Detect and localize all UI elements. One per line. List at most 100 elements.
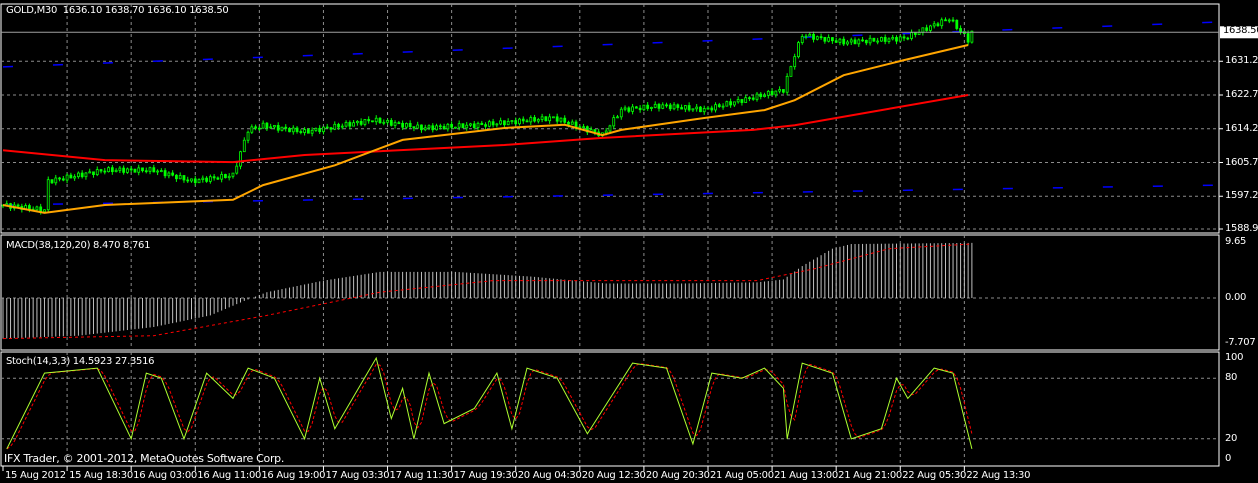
x-tick-label: 17 Aug 19:30 [453, 470, 518, 481]
symbol-label: GOLD,M30 [6, 5, 58, 16]
candle-body [706, 107, 710, 110]
candle-body [288, 127, 291, 133]
candle-body [276, 125, 280, 131]
candle-body [197, 179, 201, 184]
candle-body [306, 129, 310, 134]
candle-body [193, 178, 197, 184]
candle-body [269, 126, 273, 129]
candle-body [16, 204, 20, 207]
candle-body [495, 123, 499, 126]
candle-body [910, 32, 913, 39]
candle-body [322, 126, 325, 133]
stoch-signal-line [6, 363, 973, 450]
candle-body [423, 127, 427, 131]
candle-body [35, 206, 39, 211]
candle-body [506, 120, 510, 126]
x-tick-label: 15 Aug 18:30 [69, 470, 133, 481]
x-tick-label: 21 Aug 21:00 [838, 470, 902, 481]
candle-body [800, 36, 804, 44]
candle-body [242, 139, 246, 153]
candle-body [717, 104, 721, 108]
candle-body [453, 126, 457, 129]
current-price-label: 1638.50 [1223, 25, 1258, 37]
candle-body [404, 123, 408, 128]
candle-body [80, 172, 84, 178]
panel-frame-1 [0, 234, 1220, 351]
candle-body [831, 37, 834, 42]
candle-body [393, 122, 397, 126]
candle-body [201, 177, 205, 180]
candle-body [687, 105, 691, 111]
stoch-main-line [6, 356, 973, 450]
candle-body [487, 121, 491, 127]
candle-body [823, 36, 827, 42]
candle-body [732, 101, 736, 106]
candle-body [484, 124, 487, 127]
candle-body [461, 123, 465, 129]
candle-body [842, 38, 846, 45]
panel-frame-2 [0, 351, 1220, 467]
x-tick-label: 21 Aug 13:00 [774, 470, 838, 481]
macd-title: MACD(38,120,20) 8.470 8.761 [6, 240, 151, 251]
candle-body [110, 167, 114, 173]
candle-body [129, 168, 133, 171]
candle-body [472, 123, 476, 128]
x-tick-label: 22 Aug 13:30 [966, 470, 1031, 481]
candle-body [246, 131, 250, 141]
price-axis-label: 1614.20 [1225, 122, 1258, 134]
candle-body [77, 172, 80, 178]
candle-body [582, 126, 585, 129]
x-tick-label: 16 Aug 11:00 [197, 470, 262, 481]
x-tick-label: 20 Aug 12:30 [581, 470, 646, 481]
candle-body [103, 170, 107, 173]
candle-body [208, 176, 212, 182]
candle-body [853, 39, 857, 45]
candle-body [661, 104, 665, 109]
candle-body [92, 171, 95, 175]
candle-body [714, 104, 717, 111]
candle-body [838, 38, 842, 43]
candle-body [408, 123, 412, 128]
candle-body [849, 39, 853, 43]
candle-body [699, 106, 702, 113]
ma-fast-line [2, 44, 969, 214]
candle-body [510, 120, 514, 122]
candle-body [902, 36, 906, 39]
candle-body [751, 97, 755, 100]
candle-body [593, 129, 597, 133]
candle-body [503, 120, 506, 126]
candle-body [227, 175, 231, 179]
candle-body [804, 35, 808, 38]
price-axis-label: 1588.95 [1225, 223, 1258, 234]
candle-body [58, 177, 61, 180]
candle-body [133, 168, 137, 173]
candle-body [921, 27, 925, 33]
candle-body [280, 126, 284, 131]
current-price-box [1220, 26, 1258, 39]
candle-body [789, 66, 793, 77]
candle-body [691, 108, 695, 111]
candle-body [913, 32, 917, 35]
candle-body [680, 107, 683, 110]
candle-body [861, 39, 864, 42]
candle-body [646, 104, 650, 109]
candle-body [352, 122, 356, 127]
price-axis-label: 1597.20 [1225, 190, 1258, 202]
candle-body [827, 37, 831, 42]
candle-body [770, 90, 774, 96]
candle-body [397, 122, 401, 125]
x-tick-label: 21 Aug 05:00 [709, 470, 774, 481]
candle-body [785, 75, 789, 93]
candle-body [774, 90, 778, 96]
candle-body [521, 118, 525, 122]
candle-body [702, 108, 706, 113]
candle-body [650, 106, 653, 109]
candle-body [748, 97, 751, 100]
stoch-axis-label: 100 [1225, 352, 1244, 363]
candle-body [442, 126, 446, 130]
candle-body [627, 107, 631, 112]
candle-body [438, 125, 442, 128]
candle-body [552, 116, 555, 119]
